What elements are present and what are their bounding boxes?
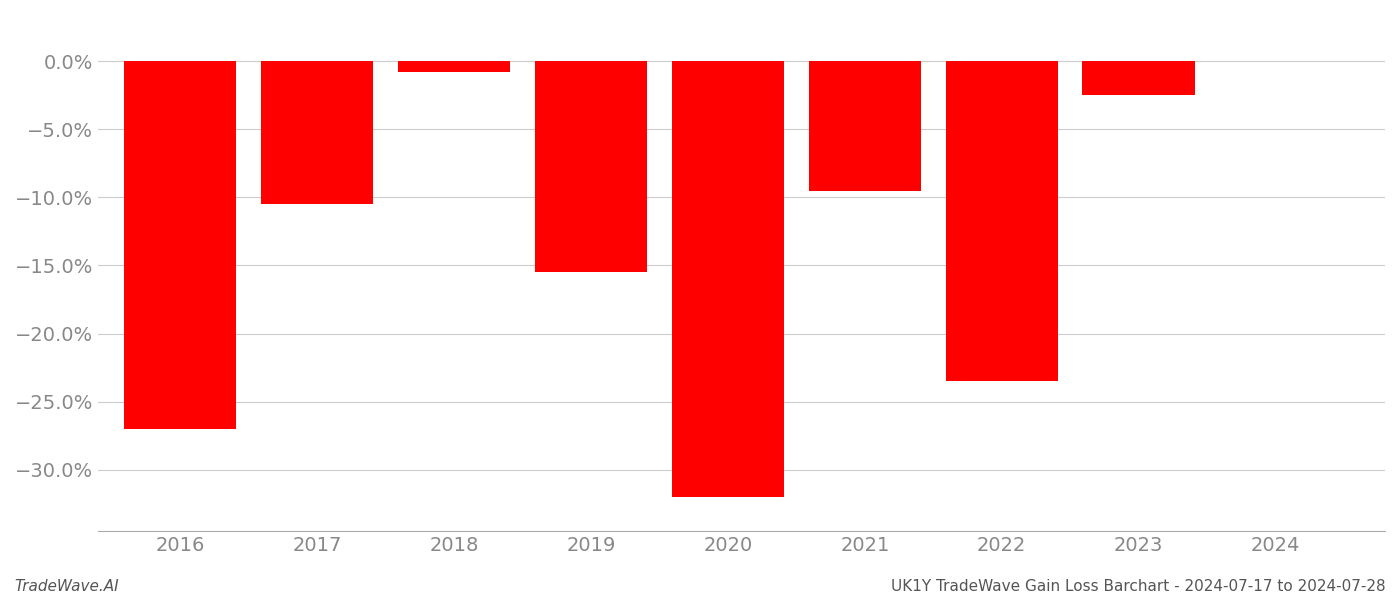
Bar [125, 61, 237, 429]
Bar [1082, 61, 1194, 95]
Bar [398, 61, 510, 72]
Bar [535, 61, 647, 272]
Text: UK1Y TradeWave Gain Loss Barchart - 2024-07-17 to 2024-07-28: UK1Y TradeWave Gain Loss Barchart - 2024… [892, 579, 1386, 594]
Bar [945, 61, 1058, 381]
Bar [262, 61, 374, 204]
Bar [809, 61, 921, 191]
Bar [672, 61, 784, 497]
Text: TradeWave.AI: TradeWave.AI [14, 579, 119, 594]
